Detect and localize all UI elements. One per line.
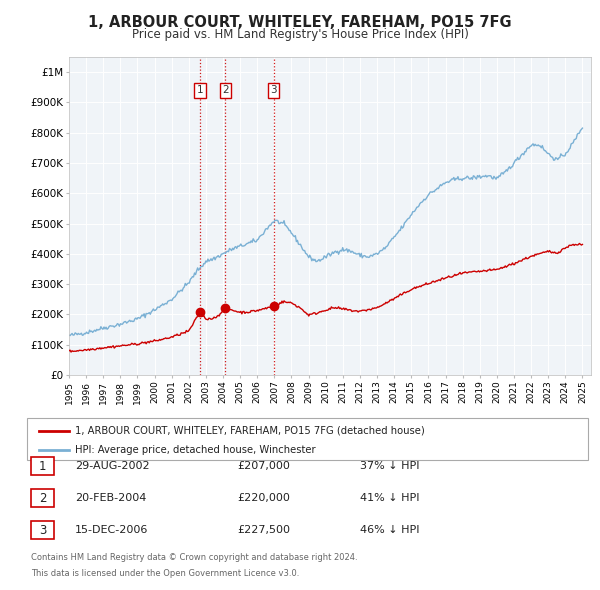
Text: 37% ↓ HPI: 37% ↓ HPI <box>360 461 419 471</box>
Text: HPI: Average price, detached house, Winchester: HPI: Average price, detached house, Winc… <box>75 445 316 455</box>
Text: 29-AUG-2002: 29-AUG-2002 <box>75 461 149 471</box>
Text: 1, ARBOUR COURT, WHITELEY, FAREHAM, PO15 7FG: 1, ARBOUR COURT, WHITELEY, FAREHAM, PO15… <box>88 15 512 30</box>
Text: 20-FEB-2004: 20-FEB-2004 <box>75 493 146 503</box>
Text: 1: 1 <box>39 460 46 473</box>
Text: 2: 2 <box>39 491 46 504</box>
Text: 3: 3 <box>271 86 277 96</box>
Text: Contains HM Land Registry data © Crown copyright and database right 2024.: Contains HM Land Registry data © Crown c… <box>31 553 358 562</box>
Text: 46% ↓ HPI: 46% ↓ HPI <box>360 525 419 535</box>
Text: This data is licensed under the Open Government Licence v3.0.: This data is licensed under the Open Gov… <box>31 569 299 579</box>
Text: 2: 2 <box>222 86 229 96</box>
Text: Price paid vs. HM Land Registry's House Price Index (HPI): Price paid vs. HM Land Registry's House … <box>131 28 469 41</box>
Text: 3: 3 <box>39 523 46 536</box>
Text: £220,000: £220,000 <box>237 493 290 503</box>
Text: £227,500: £227,500 <box>237 525 290 535</box>
Text: £207,000: £207,000 <box>237 461 290 471</box>
Text: 1, ARBOUR COURT, WHITELEY, FAREHAM, PO15 7FG (detached house): 1, ARBOUR COURT, WHITELEY, FAREHAM, PO15… <box>75 425 425 435</box>
Text: 15-DEC-2006: 15-DEC-2006 <box>75 525 148 535</box>
Text: 1: 1 <box>197 86 203 96</box>
Text: 41% ↓ HPI: 41% ↓ HPI <box>360 493 419 503</box>
